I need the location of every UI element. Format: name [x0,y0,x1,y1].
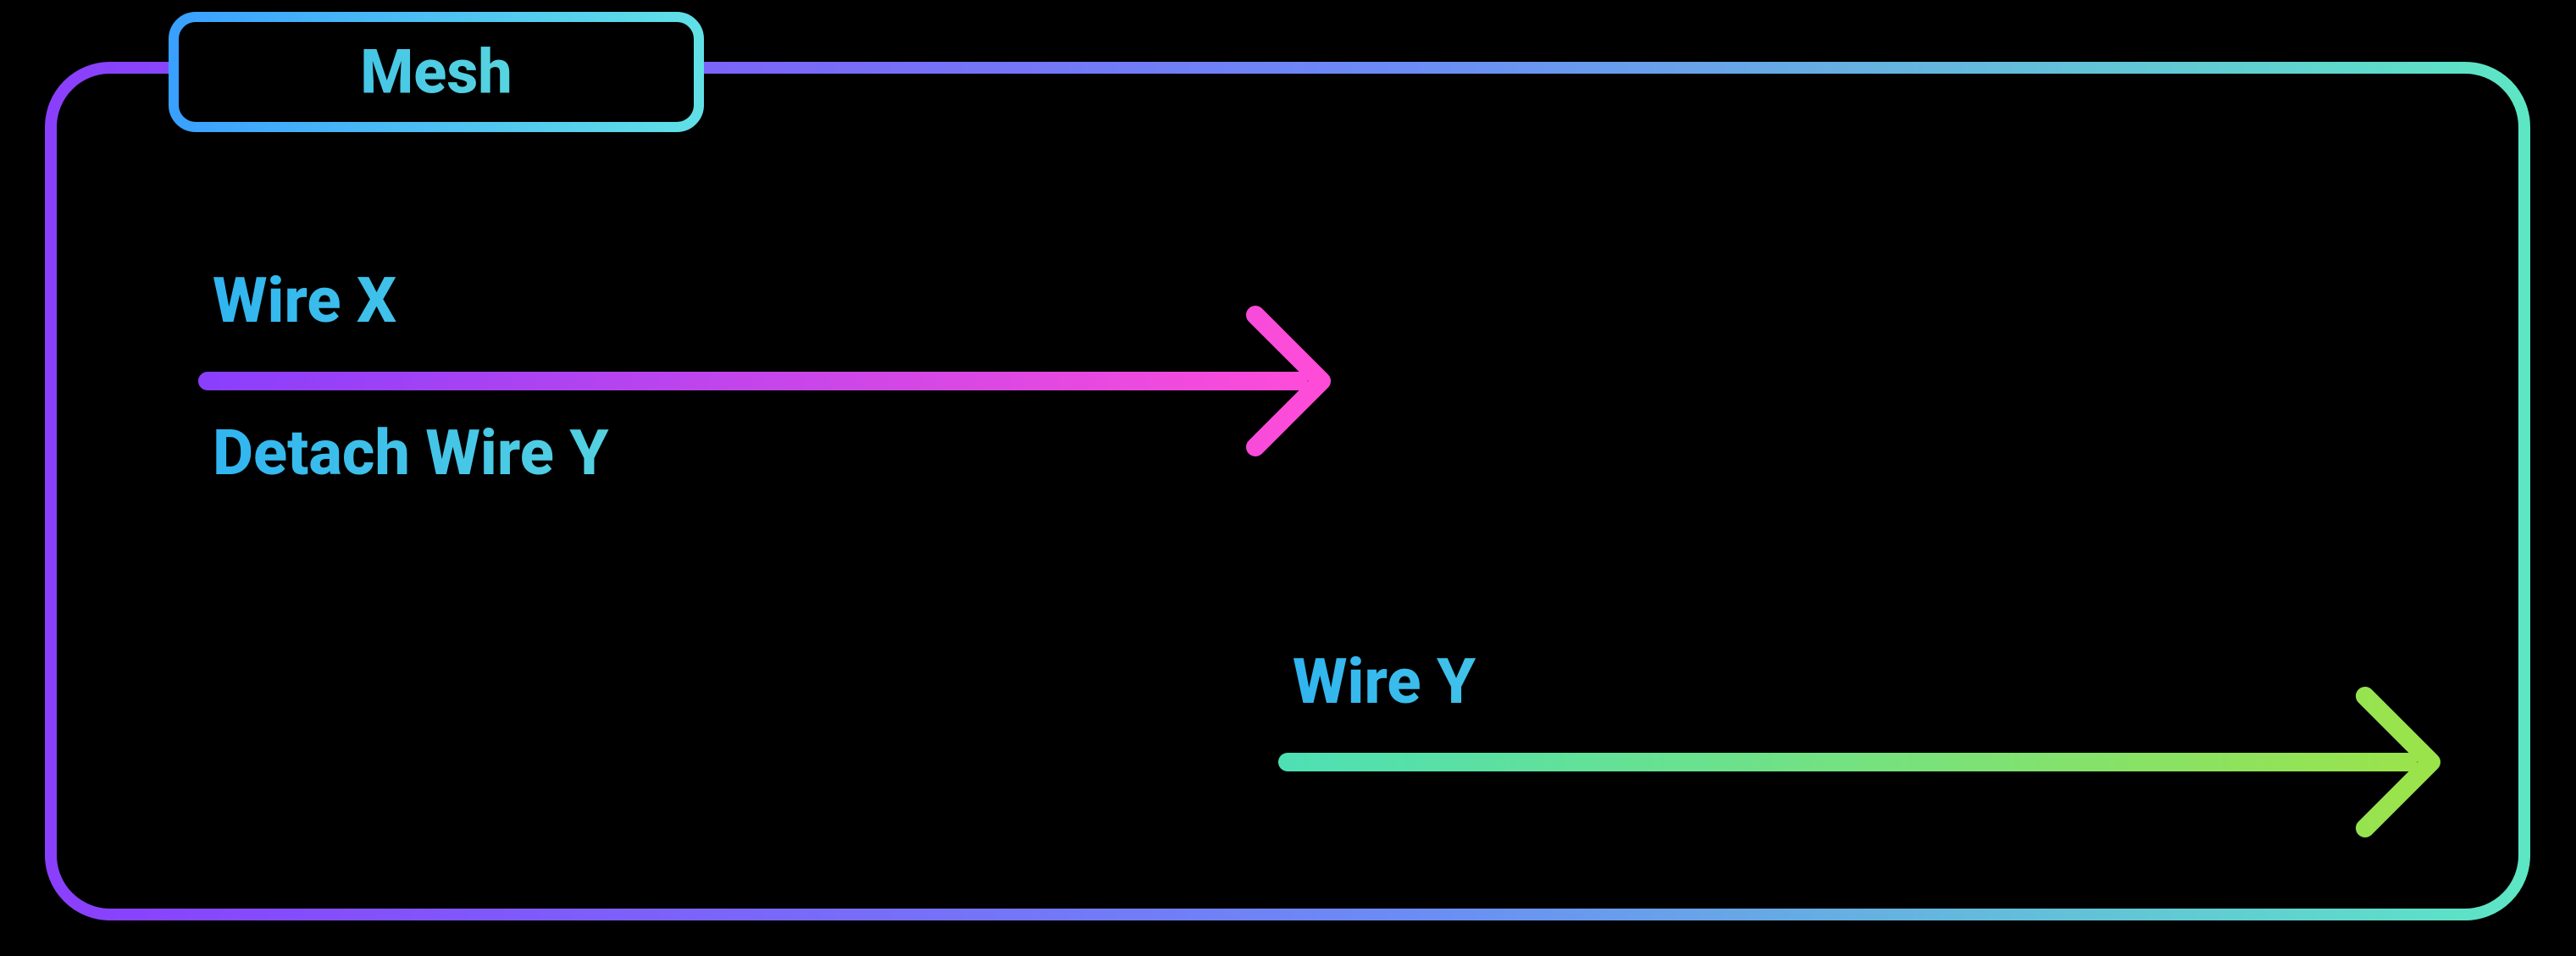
wire-x-label-top: Wire X [213,264,396,338]
title-label: Mesh [360,36,512,108]
wire-x-label-bottom: Detach Wire Y [213,417,609,490]
wire-y-label-top: Wire Y [1293,645,1476,719]
